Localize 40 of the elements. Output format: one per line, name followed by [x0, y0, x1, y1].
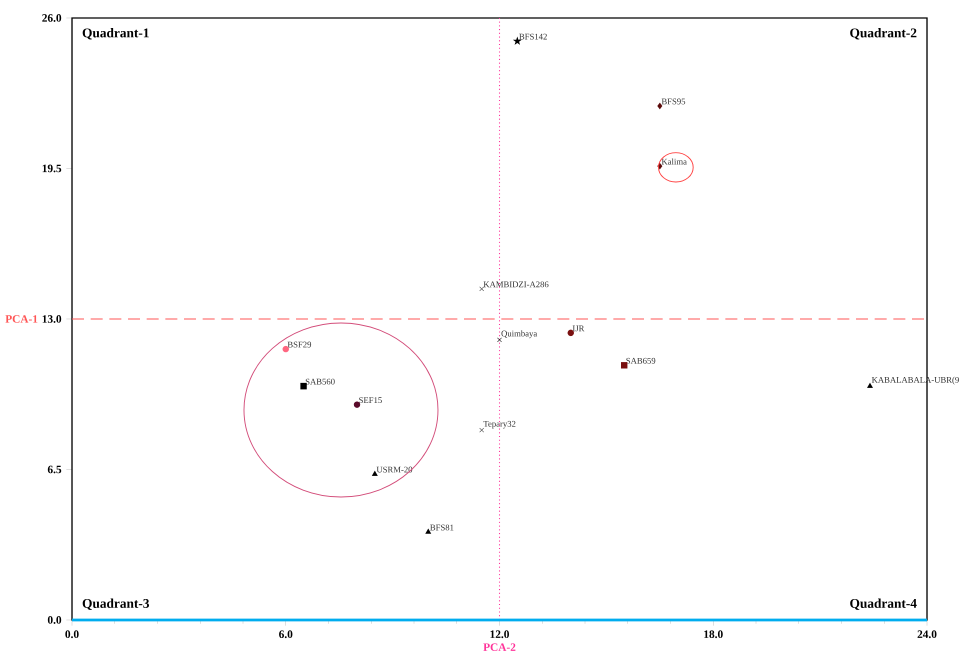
- series-label: KAMBIDZI-A286: [484, 281, 549, 288]
- annotation: Quadrant-2: [850, 28, 916, 40]
- point: [568, 330, 574, 336]
- point: [867, 382, 873, 388]
- point: [657, 102, 662, 110]
- x-tick-label: 24.0: [918, 630, 936, 638]
- y-tick-label: 6.5: [48, 466, 62, 474]
- point: [497, 337, 502, 342]
- x-tick-label: 18.0: [704, 630, 723, 638]
- y-tick-label: 13.0: [42, 315, 62, 323]
- ref-line-label: PCA-1: [5, 315, 38, 323]
- x-tick-label: 0.0: [65, 630, 79, 638]
- point: [479, 286, 484, 292]
- series-label: BSF29: [288, 342, 312, 348]
- point: [300, 382, 307, 390]
- series-label: BFS81: [430, 524, 454, 530]
- series-label: Tepary32: [483, 420, 516, 429]
- point: [372, 470, 378, 476]
- series-label: IJR: [572, 326, 584, 332]
- y-tick-label: 0.0: [48, 616, 62, 624]
- series-label: SEF15: [359, 397, 382, 404]
- point: [620, 362, 628, 368]
- x-tick-label: 12.0: [490, 630, 509, 638]
- series-label: BFS95: [662, 98, 686, 104]
- point: [425, 528, 432, 534]
- annotation: Quadrant-1: [82, 28, 149, 40]
- series-label: Quimbaya: [501, 330, 538, 338]
- y-tick-label: 19.5: [42, 164, 62, 172]
- ref-line-label: PCA-2: [483, 643, 516, 651]
- point: [282, 346, 289, 352]
- series-label: BFS142: [519, 34, 547, 40]
- annotation: Quadrant-3: [82, 598, 150, 610]
- point: [479, 428, 484, 432]
- series-label: SAB560: [306, 378, 335, 385]
- series-label: SAB659: [626, 358, 656, 364]
- point: [354, 401, 360, 408]
- x-tick-label: 6.0: [279, 630, 292, 638]
- y-tick-label: 26.0: [42, 14, 62, 22]
- annotation: Quadrant-4: [850, 598, 917, 610]
- series-label: Kalima: [662, 158, 687, 165]
